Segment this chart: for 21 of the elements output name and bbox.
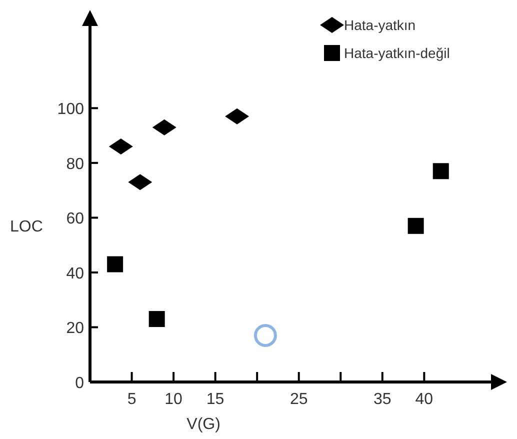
x-tick-label: 15 xyxy=(206,391,224,408)
legend-label: Hata-yatkın-değil xyxy=(344,45,450,61)
point xyxy=(432,163,449,180)
x-tick-label: 40 xyxy=(415,391,434,408)
x-tick-label: 25 xyxy=(290,391,308,408)
point xyxy=(254,324,277,347)
point xyxy=(408,218,424,234)
y-tick-label: 20 xyxy=(66,320,84,338)
x-tick-label: 35 xyxy=(373,391,392,408)
x-tick-label: 10 xyxy=(164,391,183,408)
point xyxy=(148,311,165,328)
y-tick-label: 0 xyxy=(75,375,84,392)
x-axis-title: V(G) xyxy=(186,416,220,433)
y-tick-label: 60 xyxy=(66,210,84,228)
legend-label: Hata-yatkın xyxy=(344,17,416,33)
y-axis-title: LOC xyxy=(10,218,43,236)
y-tick-label: 40 xyxy=(66,265,84,282)
y-tick-label: 80 xyxy=(66,156,84,173)
x-tick-label: 5 xyxy=(127,391,136,408)
point xyxy=(107,256,124,272)
y-tick-label: 100 xyxy=(57,101,84,118)
